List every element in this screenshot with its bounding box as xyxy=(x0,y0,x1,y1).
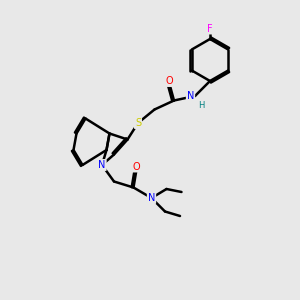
Text: O: O xyxy=(133,161,140,172)
Text: N: N xyxy=(148,193,155,203)
Text: H: H xyxy=(198,100,204,109)
Text: F: F xyxy=(207,23,213,34)
Text: N: N xyxy=(187,91,194,101)
Text: N: N xyxy=(98,160,106,170)
Text: S: S xyxy=(135,118,141,128)
Text: O: O xyxy=(166,76,173,86)
